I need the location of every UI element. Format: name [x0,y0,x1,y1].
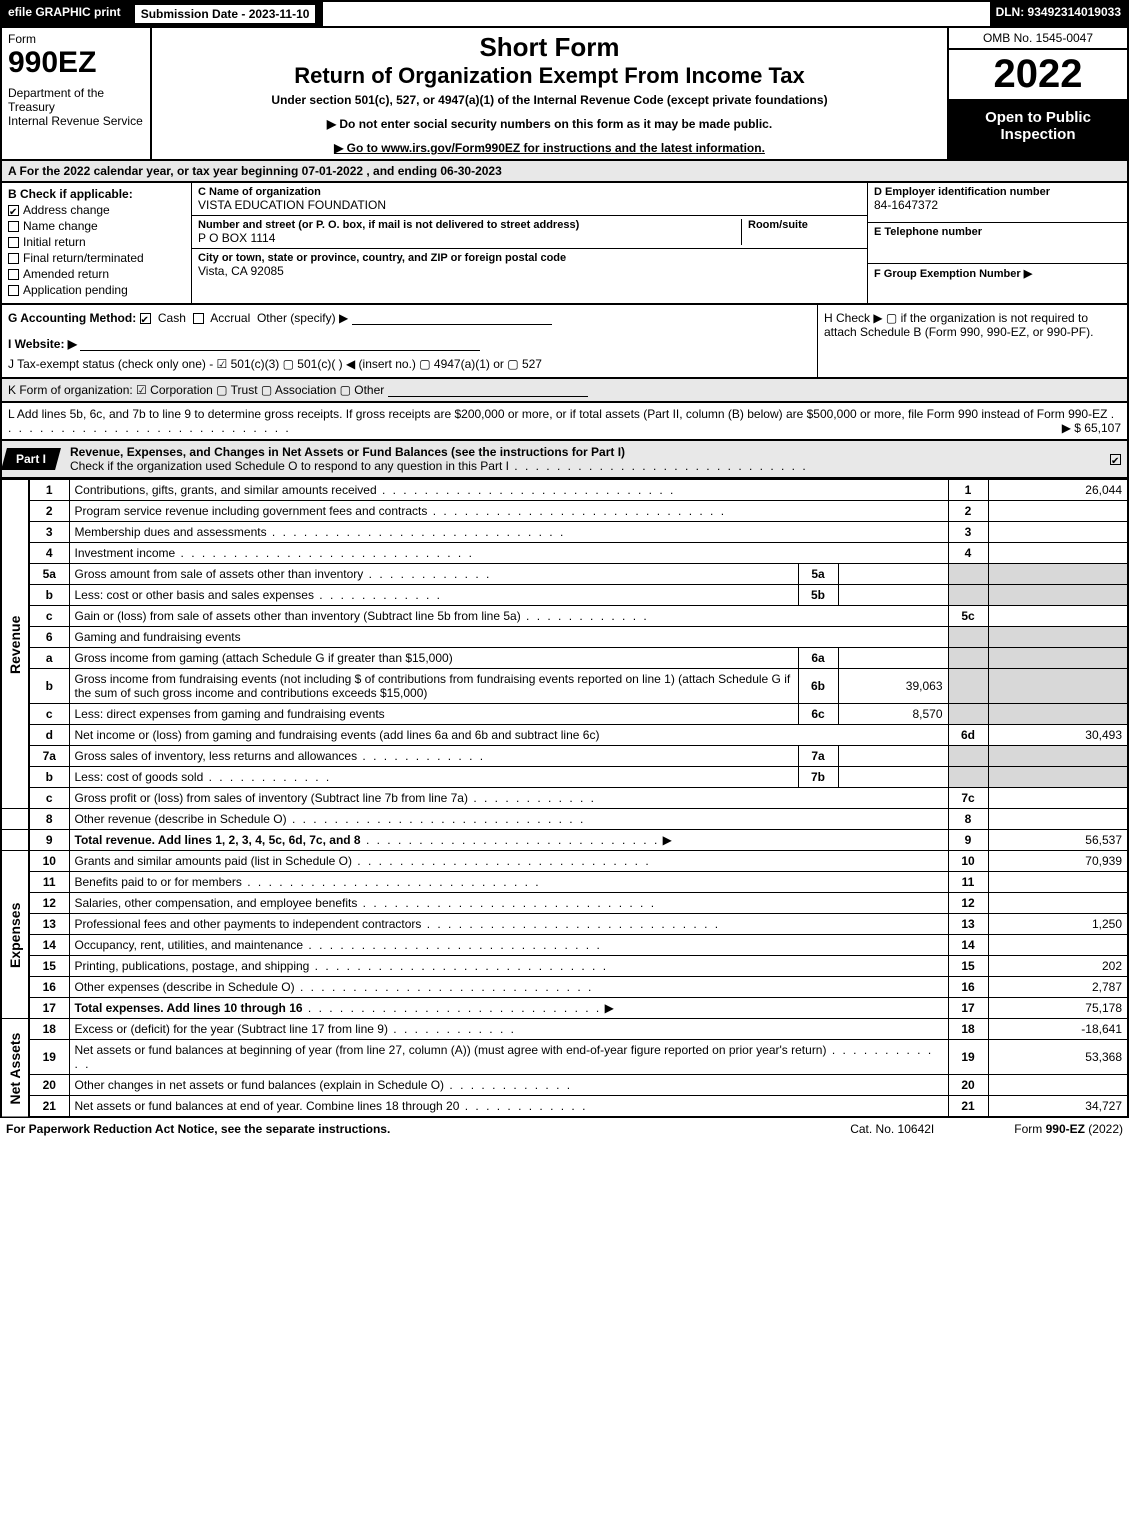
section-b-checkboxes: B Check if applicable: Address change Na… [2,183,192,303]
other-label: Other (specify) ▶ [257,311,348,325]
netassets-side-label: Net Assets [1,1019,29,1118]
line-num: 1 [29,480,69,501]
instruction-ssn: ▶ Do not enter social security numbers o… [158,117,941,131]
check-amended-return[interactable]: Amended return [8,267,185,281]
group-exemption-label: F Group Exemption Number ▶ [874,267,1121,280]
room-label: Room/suite [748,219,861,231]
row-k: K Form of organization: ☑ Corporation ▢ … [0,379,1129,403]
row-gh: G Accounting Method: Cash Accrual Other … [0,305,1129,379]
city-label: City or town, state or province, country… [198,252,861,264]
page-footer: For Paperwork Reduction Act Notice, see … [0,1118,1129,1140]
header-right: OMB No. 1545-0047 2022 Open to Public In… [947,28,1127,159]
omb-number: OMB No. 1545-0047 [949,28,1127,50]
form-header: Form 990EZ Department of the Treasury In… [0,28,1129,161]
line-text: Contributions, gifts, grants, and simila… [69,480,948,501]
paperwork-notice: For Paperwork Reduction Act Notice, see … [6,1122,390,1136]
part1-header: Part I Revenue, Expenses, and Changes in… [0,441,1129,479]
other-org-input[interactable] [388,383,588,397]
accrual-label: Accrual [210,311,250,325]
checkbox-icon [8,237,19,248]
section-def: D Employer identification number 84-1647… [867,183,1127,303]
phone-label: E Telephone number [874,226,1121,238]
check-application-pending[interactable]: Application pending [8,283,185,297]
tax-year: 2022 [949,50,1127,101]
checkbox-icon [193,313,204,324]
form-subtitle: Under section 501(c), 527, or 4947(a)(1)… [158,93,941,107]
check-initial-return[interactable]: Initial return [8,235,185,249]
open-to-public: Open to Public Inspection [949,101,1127,159]
accounting-method-label: G Accounting Method: [8,311,136,325]
ein-label: D Employer identification number [874,186,1121,198]
row-l: L Add lines 5b, 6c, and 7b to line 9 to … [0,403,1129,441]
checkbox-icon [8,205,19,216]
form-label: Form [8,32,144,46]
checkbox-icon [8,285,19,296]
check-address-change[interactable]: Address change [8,203,185,217]
check-name-change[interactable]: Name change [8,219,185,233]
check-final-return[interactable]: Final return/terminated [8,251,185,265]
ein-value: 84-1647372 [874,198,1121,212]
header-mid: Short Form Return of Organization Exempt… [152,28,947,159]
cash-label: Cash [158,311,186,325]
expenses-side-label: Expenses [1,851,29,1019]
submission-date: Submission Date - 2023-11-10 [129,2,324,26]
city-value: Vista, CA 92085 [198,264,861,278]
revenue-side-label: Revenue [1,480,29,809]
efile-print[interactable]: efile GRAPHIC print [2,2,129,26]
top-bar: efile GRAPHIC print Submission Date - 20… [0,0,1129,28]
cat-no: Cat. No. 10642I [850,1122,934,1136]
checkbox-icon [140,313,151,324]
org-name-value: VISTA EDUCATION FOUNDATION [198,198,861,212]
department: Department of the Treasury Internal Reve… [8,86,144,128]
checkbox-icon [8,253,19,264]
section-b-header: B Check if applicable: [8,187,185,201]
form-number: 990EZ [8,46,144,80]
row-l-text: L Add lines 5b, 6c, and 7b to line 9 to … [8,407,1107,421]
part1-title: Revenue, Expenses, and Changes in Net As… [66,441,1110,477]
line-col: 1 [948,480,988,501]
header-left: Form 990EZ Department of the Treasury In… [2,28,152,159]
instruction-url: ▶ Go to www.irs.gov/Form990EZ for instru… [158,141,941,155]
section-c-org: C Name of organization VISTA EDUCATION F… [192,183,867,303]
website-label: I Website: ▶ [8,337,77,351]
row-l-amount: ▶ $ 65,107 [1062,421,1121,435]
line-amt: 26,044 [988,480,1128,501]
section-bcdef: B Check if applicable: Address change Na… [0,183,1129,305]
part1-checkbox[interactable] [1110,454,1121,465]
form-title: Return of Organization Exempt From Incom… [158,63,941,89]
street-label: Number and street (or P. O. box, if mail… [198,219,741,231]
row-j: J Tax-exempt status (check only one) - ☑… [8,357,811,371]
short-form-title: Short Form [158,32,941,63]
row-h: H Check ▶ ▢ if the organization is not r… [817,305,1127,377]
dln: DLN: 93492314019033 [990,2,1127,26]
irs-link[interactable]: ▶ Go to www.irs.gov/Form990EZ for instru… [334,141,765,155]
org-name-label: C Name of organization [198,186,861,198]
form-ref: Form 990-EZ (2022) [1014,1122,1123,1136]
checkbox-icon [8,221,19,232]
row-a-tax-year: A For the 2022 calendar year, or tax yea… [0,161,1129,183]
checkbox-icon [8,269,19,280]
part1-tab: Part I [1,448,61,470]
website-input[interactable] [80,337,480,351]
row-g: G Accounting Method: Cash Accrual Other … [2,305,817,377]
street-value: P O BOX 1114 [198,231,741,245]
submission-date-value: Submission Date - 2023-11-10 [135,5,316,23]
other-input[interactable] [352,311,552,325]
part1-table: Revenue 1 Contributions, gifts, grants, … [0,479,1129,1118]
